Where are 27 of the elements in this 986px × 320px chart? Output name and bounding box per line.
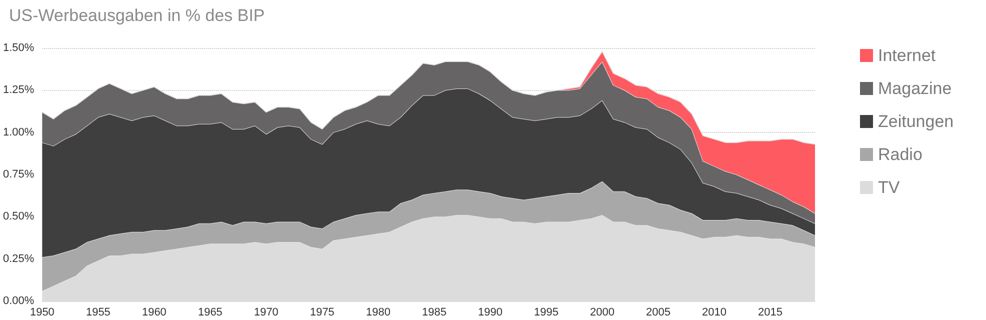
x-tick-label: 1990 (478, 306, 502, 318)
legend-label: Zeitungen (878, 112, 954, 131)
y-tick-label: 0.75% (2, 168, 34, 180)
x-tick-label: 2015 (758, 306, 782, 318)
x-tick-label: 1975 (310, 306, 334, 318)
y-tick-label: 1.50% (2, 42, 34, 54)
x-tick-label: 1995 (534, 306, 558, 318)
x-tick-label: 1980 (366, 306, 390, 318)
x-tick-label: 1965 (198, 306, 222, 318)
legend-label: TV (878, 178, 900, 197)
legend-label: Magazine (878, 79, 952, 98)
chart-title: US-Werbeausgaben in % des BIP (9, 6, 265, 25)
y-tick-label: 1.00% (2, 126, 34, 138)
x-tick-label: 2005 (646, 306, 670, 318)
x-tick-label: 2000 (590, 306, 614, 318)
y-tick-label: 1.25% (2, 84, 34, 96)
x-tick-label: 2010 (702, 306, 726, 318)
x-tick-label: 1960 (142, 306, 166, 318)
y-tick-label: 0.25% (2, 252, 34, 265)
y-tick-label: 0.00% (2, 295, 34, 307)
y-tick-label: 0.50% (2, 210, 34, 223)
legend-label: Radio (878, 145, 922, 164)
x-tick-label: 1985 (422, 306, 446, 318)
legend-label: Internet (878, 46, 936, 65)
x-tick-label: 1950 (30, 306, 54, 318)
x-tick-label: 1955 (86, 306, 110, 318)
x-tick-label: 1970 (254, 306, 278, 318)
